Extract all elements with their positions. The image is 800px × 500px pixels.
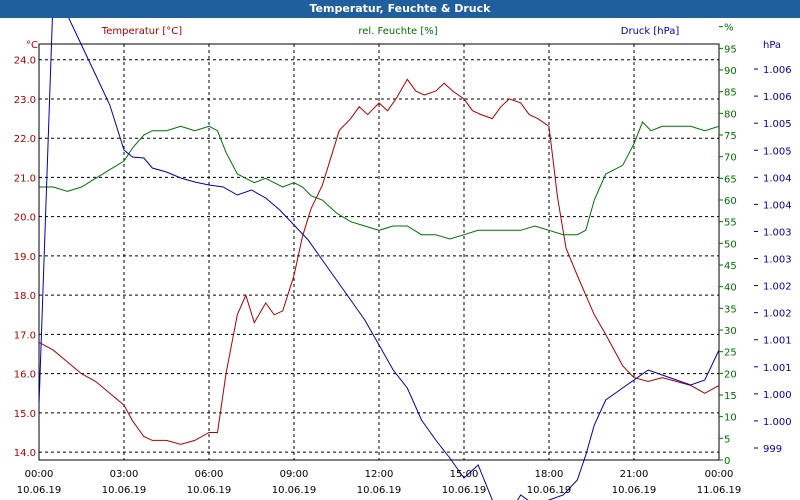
pressure-tick-label: 1.003 [763,227,792,238]
pressure-tick-label: 999 [763,444,782,455]
humidity-tick-label: 70 [724,153,737,164]
pressure-tick-label: 1.005 [763,146,792,157]
humidity-tick-label: 80 [724,109,737,120]
humidity-tick-label: 35 [724,304,737,315]
humidity-tick-label: 20 [724,369,737,380]
temp-tick-label: 22.0 [14,134,36,145]
pressure-tick-label: 1.003 [763,255,792,266]
x-tick-date: 10.06.19 [102,485,147,496]
x-tick-date: 10.06.19 [272,485,317,496]
x-tick-time: 09:00 [280,469,309,480]
humidity-tick-label: 30 [724,326,737,337]
legend-pressure: Druck [hPa] [621,26,680,37]
pressure-tick-label: 1.000 [763,390,792,401]
pressure-tick-label: 1.006 [763,65,792,76]
pressure-tick-label: 1.001 [763,336,792,347]
temp-tick-label: 15.0 [14,409,36,420]
humidity-tick-label: 10 [724,413,737,424]
temp-tick-label: 16.0 [14,370,36,381]
pressure-tick-label: 1.002 [763,282,792,293]
humidity-tick-label: 0 [724,456,730,467]
humidity-tick-label: 75 [724,131,737,142]
temp-tick-label: 17.0 [14,330,36,341]
x-tick-date: 10.06.19 [442,485,487,496]
pressure-tick-label: 1.005 [763,119,792,130]
humidity-tick-label: % [724,23,734,34]
x-tick-time: 00:00 [705,469,734,480]
legend-humidity: rel. Feuchte [%] [358,26,437,37]
series-line-press [38,18,720,500]
x-tick-time: 12:00 [365,469,394,480]
pressure-tick-label: 1.004 [763,173,792,184]
x-tick-time: 15:00 [450,469,479,480]
x-tick-date: 10.06.19 [17,485,62,496]
pressure-tick-label: 1.006 [763,92,792,103]
humidity-tick-label: 55 [724,218,737,229]
x-tick-time: 06:00 [195,469,224,480]
series-line-temp [38,78,720,445]
humidity-tick-label: 50 [724,239,737,250]
temp-tick-label: 19.0 [14,252,36,263]
humidity-tick-label: 90 [724,66,737,77]
humidity-tick-label: 85 [724,88,737,99]
x-tick-date: 10.06.19 [357,485,402,496]
humidity-tick-label: 60 [724,196,737,207]
temp-tick-label: 18.0 [14,291,36,302]
pressure-axis-unit: hPa [763,40,781,51]
x-tick-time: 21:00 [620,469,649,480]
x-tick-date: 10.06.19 [612,485,657,496]
series-line-hum [39,121,720,240]
temp-tick-label: 24.0 [14,56,36,67]
humidity-tick-label: 45 [724,261,737,272]
temp-tick-label: 21.0 [14,173,36,184]
temp-axis-unit: °C [26,40,38,51]
pressure-tick-label: 1.000 [763,417,792,428]
humidity-tick-label: 95 [724,44,737,55]
x-tick-date: 10.06.19 [527,485,572,496]
plot-area [38,43,720,461]
pressure-tick-label: 1.004 [763,200,792,211]
legend-temperature: Temperatur [°C] [101,26,182,37]
x-tick-time: 18:00 [535,469,564,480]
window-title: Temperatur, Feuchte & Druck [0,0,800,18]
humidity-tick-label: 15 [724,391,737,402]
pressure-tick-label: 1.001 [763,363,792,374]
x-tick-time: 03:00 [110,469,139,480]
chart: Temperatur [°C] rel. Feuchte [%] Druck [… [0,18,800,500]
humidity-tick-label: 5 [724,434,730,445]
x-tick-date: 10.06.19 [187,485,232,496]
x-tick-time: 00:00 [25,469,54,480]
temp-tick-label: 20.0 [14,213,36,224]
temp-tick-label: 23.0 [14,95,36,106]
temp-tick-label: 14.0 [14,448,36,459]
x-tick-date: 11.06.19 [697,485,742,496]
data-lines [38,18,720,500]
humidity-tick-label: 40 [724,283,737,294]
humidity-tick-label: 65 [724,174,737,185]
humidity-tick-label: 25 [724,348,737,359]
tick-labels: 00:00 10.06.19 03:00 10.06.19 06:00 10.06.19 0… [14,23,792,496]
pressure-tick-label: 1.002 [763,309,792,320]
